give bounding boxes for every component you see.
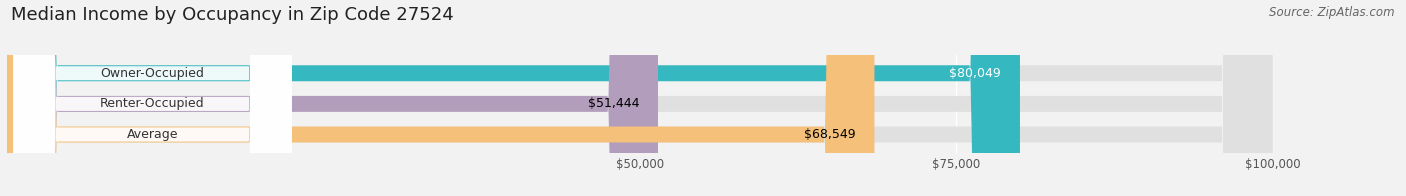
FancyBboxPatch shape bbox=[7, 0, 1019, 196]
Text: Owner-Occupied: Owner-Occupied bbox=[101, 67, 204, 80]
Text: Source: ZipAtlas.com: Source: ZipAtlas.com bbox=[1270, 6, 1395, 19]
FancyBboxPatch shape bbox=[7, 0, 1272, 196]
Text: $68,549: $68,549 bbox=[804, 128, 855, 141]
FancyBboxPatch shape bbox=[7, 0, 875, 196]
FancyBboxPatch shape bbox=[14, 0, 292, 196]
Text: Median Income by Occupancy in Zip Code 27524: Median Income by Occupancy in Zip Code 2… bbox=[11, 6, 454, 24]
FancyBboxPatch shape bbox=[7, 0, 658, 196]
FancyBboxPatch shape bbox=[14, 0, 292, 196]
Text: $51,444: $51,444 bbox=[588, 97, 638, 110]
Text: $80,049: $80,049 bbox=[949, 67, 1001, 80]
FancyBboxPatch shape bbox=[7, 0, 1272, 196]
FancyBboxPatch shape bbox=[7, 0, 1272, 196]
Text: Renter-Occupied: Renter-Occupied bbox=[100, 97, 205, 110]
FancyBboxPatch shape bbox=[14, 0, 292, 196]
Text: Average: Average bbox=[127, 128, 179, 141]
